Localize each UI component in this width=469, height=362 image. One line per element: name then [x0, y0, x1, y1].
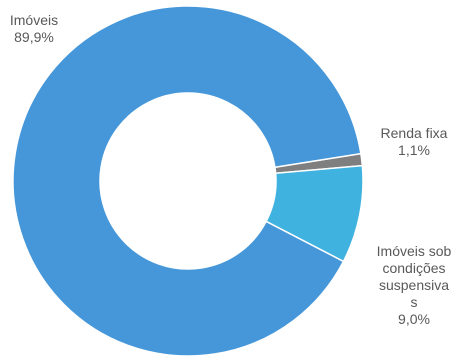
- slice-label-renda-fixa: Renda fixa 1,1%: [366, 125, 462, 159]
- slice-im-veis: [12, 5, 362, 357]
- slice-label-suspensiva-value: 9,0%: [398, 311, 430, 327]
- slice-label-imoveis-sob-condicoes: Imóveis sob condições suspensiva s 9,0%: [362, 243, 466, 328]
- slice-label-imoveis: Imóveis 89,9%: [2, 12, 66, 46]
- slice-label-imoveis-value: 89,9%: [14, 29, 54, 45]
- slice-label-suspensiva-line-1: Imóveis sob: [376, 243, 452, 259]
- slice-label-suspensiva-line-3: suspensiva: [378, 277, 450, 293]
- slice-label-renda-fixa-name: Renda fixa: [380, 125, 448, 141]
- slice-label-renda-fixa-value: 1,1%: [398, 142, 430, 158]
- slice-label-suspensiva-line-2: condições: [382, 260, 446, 276]
- slice-label-imoveis-name: Imóveis: [9, 12, 59, 28]
- slice-label-suspensiva-line-4: s: [410, 294, 418, 310]
